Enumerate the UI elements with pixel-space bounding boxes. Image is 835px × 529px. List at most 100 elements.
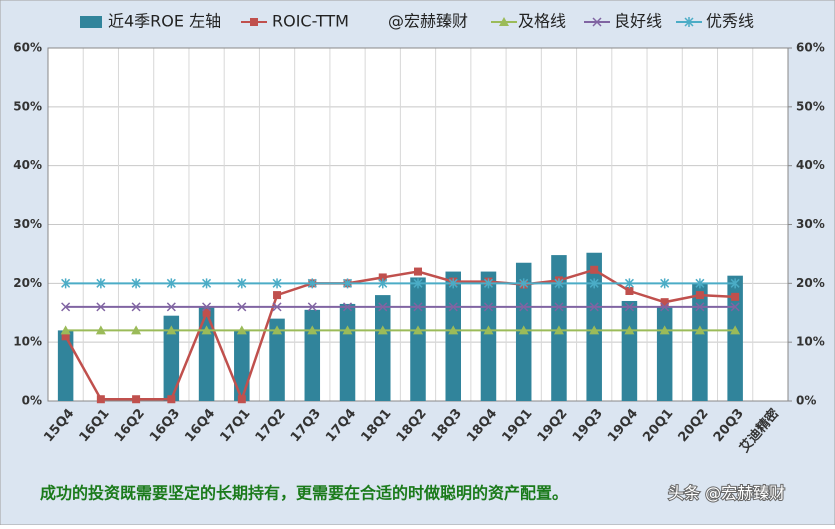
y2-tick-label: 50% [796, 99, 825, 113]
bar [621, 300, 638, 401]
marker [96, 278, 106, 289]
bar [198, 306, 215, 401]
marker [96, 302, 106, 312]
marker [483, 278, 494, 289]
marker [448, 278, 458, 289]
marker [236, 325, 247, 335]
watermark: 头条 @宏赫臻财 [668, 484, 785, 503]
marker [342, 278, 353, 289]
marker [660, 278, 670, 289]
legend-label: 优秀线 [706, 12, 754, 31]
marker [237, 302, 247, 312]
marker [202, 278, 212, 289]
bar [163, 315, 180, 401]
marker [590, 265, 599, 274]
marker [131, 325, 142, 335]
marker [166, 278, 176, 289]
marker [413, 302, 423, 312]
marker [483, 325, 494, 335]
y2-tick-label: 20% [796, 276, 825, 290]
marker [589, 302, 599, 312]
y2-tick-label: 30% [796, 217, 825, 231]
marker [730, 302, 740, 312]
marker [272, 325, 283, 335]
marker [695, 302, 705, 312]
bar [375, 295, 391, 401]
marker [95, 325, 106, 335]
marker [660, 298, 669, 307]
marker [272, 302, 282, 312]
y-tick-label: 30% [13, 217, 42, 231]
marker [519, 302, 529, 312]
legend-label: 及格线 [518, 12, 566, 31]
marker [202, 308, 211, 317]
marker [378, 273, 387, 282]
bar [234, 330, 250, 401]
marker [307, 278, 317, 289]
marker [342, 302, 353, 312]
y2-tick-label: 40% [796, 158, 825, 172]
y-tick-label: 50% [13, 99, 42, 113]
marker [61, 302, 71, 312]
footer: 成功的投资既需要坚定的长期持有，更需要在合适的时做聪明的资产配置。 [40, 484, 568, 503]
y-tick-label: 40% [13, 158, 42, 172]
bar [480, 271, 497, 401]
y-tick-label: 60% [13, 41, 42, 55]
marker [553, 325, 564, 335]
marker [519, 278, 529, 289]
marker [342, 325, 353, 335]
marker [131, 302, 141, 312]
marker [131, 278, 141, 289]
marker [201, 325, 212, 335]
line [64, 268, 736, 403]
marker [483, 302, 494, 312]
marker [272, 278, 282, 289]
marker [273, 291, 282, 300]
marker [378, 278, 388, 289]
marker [624, 302, 634, 312]
marker [731, 292, 740, 301]
marker [592, 17, 602, 27]
marker [61, 278, 71, 289]
marker [250, 18, 258, 26]
bar [304, 309, 321, 401]
bar [410, 277, 426, 401]
y-tick-label: 20% [13, 276, 42, 290]
bar [692, 283, 708, 401]
marker [448, 325, 459, 335]
marker [307, 325, 318, 335]
marker [307, 302, 317, 312]
marker [684, 17, 694, 27]
bar [656, 306, 673, 401]
marker [237, 395, 246, 404]
marker [589, 325, 600, 335]
marker [448, 302, 458, 312]
bar [445, 271, 461, 401]
marker [378, 302, 388, 312]
marker [624, 278, 634, 289]
bar [57, 330, 74, 401]
bar [339, 303, 356, 401]
marker [589, 278, 599, 289]
marker [554, 278, 564, 289]
y2-tick-label: 0% [796, 394, 816, 408]
marker [518, 325, 529, 335]
y2-tick-label: 10% [796, 335, 825, 349]
legend-annotation: @宏赫臻财 [388, 12, 468, 31]
marker [499, 17, 509, 26]
y-tick-label: 0% [22, 394, 42, 408]
marker [660, 302, 670, 312]
marker [413, 325, 423, 335]
marker [60, 325, 71, 335]
marker [132, 395, 141, 404]
legend-swatch [80, 16, 102, 28]
marker [625, 286, 634, 295]
y2-tick-label: 60% [796, 41, 825, 55]
marker [730, 325, 741, 335]
marker [96, 395, 105, 404]
marker [659, 325, 670, 335]
legend-label: ROIC-TTM [272, 12, 349, 31]
marker [695, 278, 705, 289]
marker [166, 302, 176, 312]
